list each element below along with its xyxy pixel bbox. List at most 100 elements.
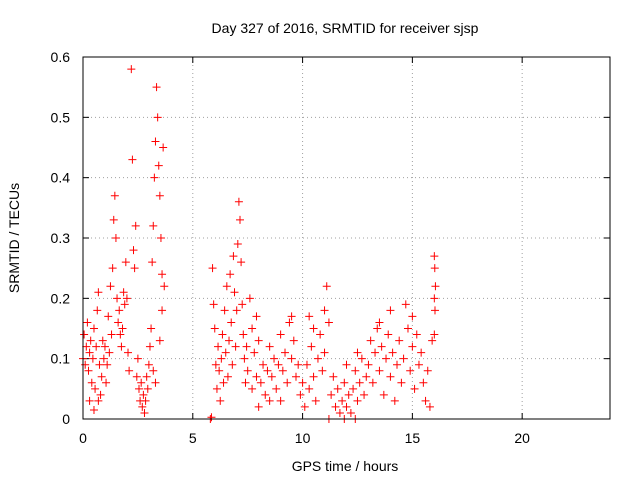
data-point [241, 378, 250, 387]
data-point [278, 366, 287, 375]
data-point [254, 336, 263, 345]
y-tick-label: 0.6 [51, 49, 71, 65]
data-point [320, 348, 329, 357]
data-point [233, 240, 242, 249]
data-point [243, 366, 252, 375]
data-point [144, 360, 153, 369]
x-tick-label: 0 [79, 430, 87, 446]
data-point [85, 396, 94, 405]
data-point [408, 312, 417, 321]
data-point [85, 348, 94, 357]
data-point [116, 330, 125, 339]
data-point [430, 294, 439, 303]
data-point [225, 336, 234, 345]
data-point [388, 348, 397, 357]
data-point [216, 396, 225, 405]
data-point [329, 372, 338, 381]
data-point [351, 366, 360, 375]
data-point [390, 396, 399, 405]
data-point [379, 390, 388, 399]
data-point [218, 330, 227, 339]
data-point [86, 336, 95, 345]
data-point [298, 378, 307, 387]
y-tick-label: 0.4 [51, 170, 71, 186]
data-point [366, 336, 375, 345]
data-point [158, 306, 167, 315]
data-point [223, 372, 232, 381]
data-point [403, 324, 412, 333]
data-point [154, 161, 163, 170]
data-point [155, 336, 164, 345]
x-tick-label: 5 [189, 430, 197, 446]
data-point [110, 191, 119, 200]
data-point [229, 252, 238, 261]
chart-title: Day 327 of 2016, SRMTID for receiver sjs… [212, 20, 479, 36]
data-point [375, 318, 384, 327]
data-point [342, 402, 351, 411]
data-point [294, 360, 303, 369]
plot-frame [82, 56, 611, 420]
data-point [428, 336, 437, 345]
data-point [158, 270, 167, 279]
data-point [113, 294, 122, 303]
data-point [395, 336, 404, 345]
data-point [421, 396, 430, 405]
data-point [237, 258, 246, 267]
data-point [283, 378, 292, 387]
data-point [228, 360, 237, 369]
data-point [217, 354, 226, 363]
data-point [364, 360, 373, 369]
data-point [208, 264, 217, 273]
data-point [318, 366, 327, 375]
data-point [95, 360, 104, 369]
data-point [408, 342, 417, 351]
data-point [128, 155, 137, 164]
data-point [272, 384, 281, 393]
data-point [430, 306, 439, 315]
data-point [102, 378, 111, 387]
data-point [133, 354, 142, 363]
data-point [242, 342, 251, 351]
data-point [109, 215, 118, 224]
data-point [129, 246, 138, 255]
y-tick-label: 0.3 [51, 230, 71, 246]
data-point [210, 324, 219, 333]
data-point [287, 312, 296, 321]
data-point [219, 378, 228, 387]
data-point [142, 372, 151, 381]
data-point [386, 306, 395, 315]
data-point [307, 342, 316, 351]
data-point [254, 402, 263, 411]
data-point [316, 330, 325, 339]
data-point [430, 252, 439, 261]
data-point [360, 390, 369, 399]
data-point [320, 306, 329, 315]
data-point [333, 384, 342, 393]
grid [83, 57, 610, 419]
data-point [340, 378, 349, 387]
data-point [401, 300, 410, 309]
data-point [139, 390, 148, 399]
data-point [353, 348, 362, 357]
data-point [96, 390, 105, 399]
data-point [98, 336, 107, 345]
data-point [119, 288, 128, 297]
data-point [342, 360, 351, 369]
data-point [209, 300, 218, 309]
data-point [252, 312, 261, 321]
data-point [152, 83, 161, 92]
data-point [267, 372, 276, 381]
y-axis-label: SRMTID / TECUs [6, 183, 22, 293]
data-point [153, 113, 162, 122]
data-point [384, 330, 393, 339]
data-point [276, 396, 285, 405]
data-point [406, 366, 415, 375]
data-point [423, 366, 432, 375]
data-point [155, 191, 164, 200]
data-point [117, 342, 126, 351]
data-point [417, 348, 426, 357]
data-point [105, 348, 114, 357]
data-point [386, 372, 395, 381]
data-point [87, 378, 96, 387]
data-point [375, 366, 384, 375]
